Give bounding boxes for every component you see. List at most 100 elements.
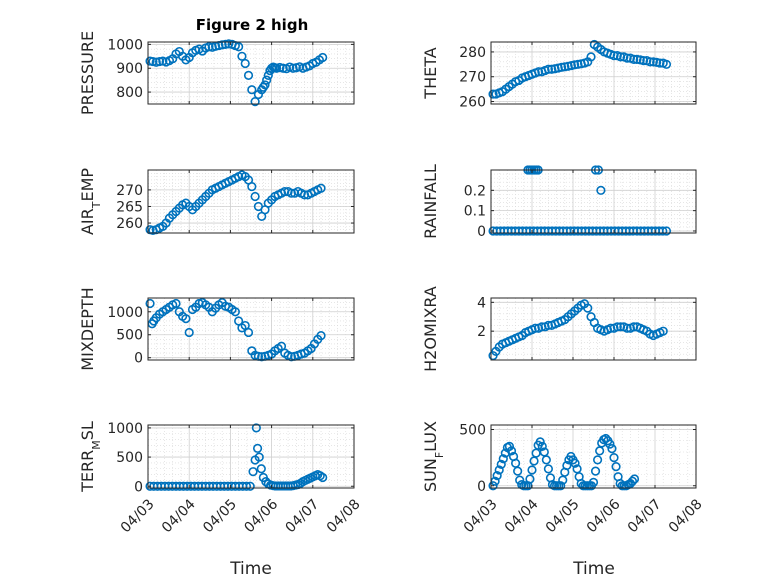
data-point	[556, 481, 566, 491]
data-point	[627, 476, 638, 486]
axes-box	[490, 297, 697, 361]
subplot-2: 260 270 280 THETA	[421, 39, 697, 111]
data-point	[629, 54, 639, 64]
y-tick-label: 0	[134, 479, 143, 495]
data-point	[615, 52, 626, 62]
data-point	[316, 183, 326, 193]
data-point	[586, 52, 596, 62]
data-point	[612, 322, 622, 332]
data-point	[535, 437, 545, 447]
data-point	[562, 460, 572, 471]
y-tick-label: 265	[116, 199, 143, 215]
data-point	[217, 40, 227, 50]
data-point	[606, 323, 616, 333]
data-point	[629, 474, 640, 484]
data-point	[316, 331, 326, 341]
data-point	[488, 481, 498, 491]
y-tick-label: 260	[459, 95, 486, 111]
data-point	[629, 322, 639, 332]
data-point	[583, 303, 593, 313]
data-point	[251, 423, 261, 433]
data-point	[237, 51, 247, 61]
data-point	[648, 57, 658, 67]
data-point	[573, 59, 583, 69]
data-point	[622, 53, 632, 63]
y-tick-label: 500	[459, 423, 486, 439]
data-point	[278, 63, 288, 73]
y-axis-label: AIRTEMP	[78, 168, 103, 235]
data-point	[658, 226, 668, 236]
axes-box	[147, 297, 355, 361]
axes-box	[490, 169, 697, 234]
data-point	[632, 54, 642, 64]
data-point	[243, 327, 254, 338]
y-tick-label: 800	[116, 85, 143, 101]
data-point	[256, 464, 266, 474]
data-point	[252, 443, 263, 453]
y-tick-label: 280	[459, 45, 486, 61]
y-tick-label: 0.1	[464, 204, 486, 220]
data-point	[596, 185, 606, 195]
y-tick-label: 4	[477, 295, 486, 311]
subplot-1: 800 900 1000 PRESSURE	[78, 31, 355, 115]
axes-box	[490, 424, 697, 489]
data-point	[622, 323, 632, 333]
figure-title: Figure 2 high	[196, 16, 309, 34]
y-axis-label: SUNFLUX	[421, 421, 446, 492]
data-point	[254, 452, 264, 462]
y-tick-label: 270	[116, 183, 143, 199]
plot-area	[491, 42, 696, 104]
data-point	[655, 58, 665, 68]
data-point	[537, 322, 547, 332]
data-point	[560, 62, 570, 72]
data-point	[556, 62, 567, 72]
subplot-4: 0 0.1 0.2 RAINFALL	[421, 164, 697, 240]
data-point	[592, 455, 603, 465]
data-point	[248, 467, 258, 477]
data-point	[570, 458, 580, 468]
y-tick-label: 900	[116, 61, 143, 77]
data-point	[241, 481, 252, 491]
data-point	[530, 323, 540, 333]
y-axis-label: THETA	[421, 47, 440, 99]
data-point	[661, 226, 672, 236]
data-point	[609, 453, 619, 463]
data-point	[145, 298, 155, 309]
data-point	[184, 327, 194, 338]
y-axis-label: TERRMSL	[78, 421, 103, 493]
data-point	[204, 42, 214, 52]
data-point	[611, 462, 621, 472]
data-point	[494, 465, 504, 475]
y-tick-label: 1000	[107, 421, 143, 437]
y-tick-label: 260	[116, 216, 143, 232]
data-point	[541, 455, 551, 465]
plot-area	[491, 170, 696, 233]
axes-box	[490, 41, 697, 105]
y-tick-label: 0	[134, 351, 143, 367]
axes-box	[147, 169, 355, 234]
data-point	[513, 466, 523, 476]
data-point	[154, 56, 165, 67]
data-point	[645, 57, 655, 67]
y-tick-label: 270	[459, 70, 486, 86]
y-tick-label: 500	[116, 450, 143, 466]
data-point	[605, 439, 615, 449]
data-point	[488, 89, 498, 99]
data-point	[247, 85, 257, 95]
data-point	[492, 471, 502, 481]
y-axis-label: PRESSURE	[78, 31, 97, 115]
data-point	[525, 474, 535, 484]
subplot-6: 2 4 H2OMIXRA	[421, 286, 697, 372]
y-tick-label: 0	[477, 224, 486, 240]
data-point	[607, 444, 617, 454]
data-point	[543, 320, 554, 330]
data-point	[245, 481, 255, 491]
data-point	[230, 307, 240, 317]
data-point	[318, 52, 328, 63]
data-point	[247, 181, 257, 192]
data-point	[570, 60, 580, 70]
data-point	[590, 466, 601, 476]
y-tick-label: 500	[116, 328, 143, 344]
data-point	[588, 477, 599, 487]
